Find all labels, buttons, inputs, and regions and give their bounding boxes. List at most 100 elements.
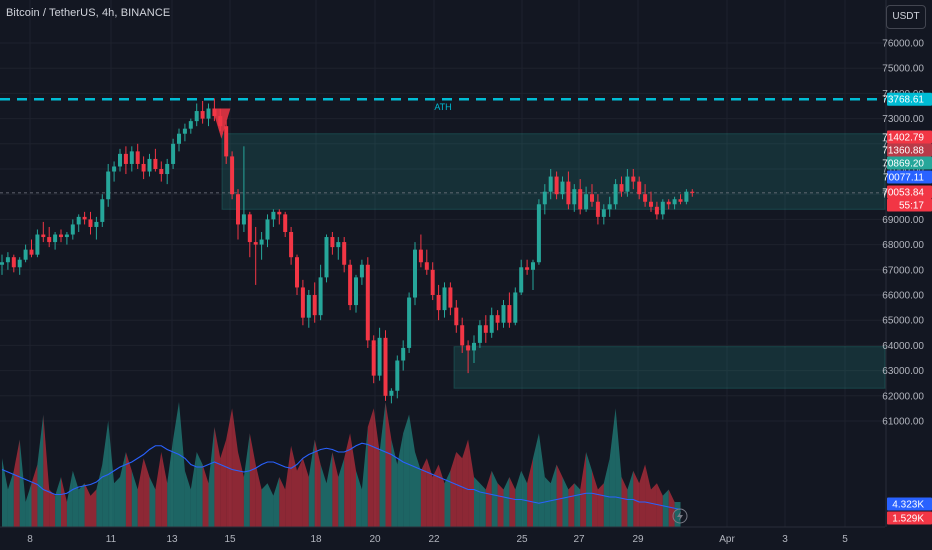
volume-area [226,408,233,527]
candle-body [684,191,689,202]
volume-area [662,489,669,527]
candle-body [224,126,229,157]
volume-area [468,439,474,527]
volume-area [444,470,451,527]
candle-body [625,176,630,192]
candle-body [17,259,22,268]
volume-area [179,402,185,527]
volume-area [397,433,404,527]
volume-area [450,452,457,527]
volume-label-text: 4.323K [892,500,924,511]
volume-area [367,408,374,527]
volume-area [580,452,587,527]
volume-area [149,477,156,527]
candle-body [613,184,618,205]
candle-body [495,315,500,323]
price-label-tag [887,130,932,144]
ath-label: ATH [434,102,451,112]
price-label-tag [887,143,932,157]
volume-area [326,452,333,527]
volume-area [13,439,20,527]
volume-area [320,464,327,527]
candle-body [0,262,4,265]
candle-body [300,287,305,318]
price-label-tag [887,156,932,170]
volume-area [556,464,563,527]
candle-body [342,242,347,265]
candle-body [241,214,246,225]
volume-area [196,452,203,527]
volume-area [350,433,356,527]
candle-body [88,219,93,227]
volume-area [43,414,50,527]
candle-body [112,166,117,172]
volume-area [485,470,492,527]
candle-body [472,342,476,351]
x-tick-label: 13 [166,534,178,545]
candle-body [548,176,553,192]
volume-area [491,470,498,527]
volume-area [586,452,592,527]
volume-area [161,452,168,527]
volume-area [615,408,622,527]
candle-body [82,216,87,220]
volume-area [633,470,640,527]
volume-area [37,414,44,527]
symbol-title[interactable]: Bitcoin / TetherUS, 4h, BINANCE [6,7,171,19]
x-tick-label: 5 [842,534,848,545]
y-tick-label: 64000.00 [882,341,924,352]
x-tick-label: 8 [27,534,33,545]
volume-area [167,439,174,527]
candle-body [330,237,335,248]
candle-body [182,128,187,134]
volume-area [96,464,103,527]
price-label-text: 73768.61 [882,95,924,106]
candle-body [53,234,58,243]
candle-body [483,325,488,333]
volume-area [202,464,209,527]
candle-body [289,232,294,258]
candle-body [236,194,240,225]
x-tick-label: 25 [516,534,528,545]
price-label-tag [887,198,932,212]
x-tick-label: 27 [573,534,585,545]
volume-area [538,433,545,527]
price-label-tag [887,185,932,199]
candle-body [525,267,530,270]
volume-area [373,408,380,527]
x-tick-label: 3 [782,534,788,545]
candle-body [460,325,465,346]
candle-body [418,249,423,263]
candle-body [377,337,382,376]
volume-area [391,439,398,527]
volume-area [49,489,56,527]
y-tick-label: 69000.00 [882,215,924,226]
candle-body [123,153,128,164]
volume-area [214,427,221,527]
supply-demand-zone [221,133,886,210]
candle-body [448,287,453,308]
sell-signal-marker [212,108,231,139]
price-label-text: 71402.79 [882,133,924,144]
candle-body [59,234,63,238]
candle-body [106,171,111,200]
candle-body [5,257,10,263]
volume-area [238,452,244,527]
candle-body [560,181,565,195]
candle-body [129,151,134,164]
candle-body [165,163,170,175]
candle-body [519,267,524,293]
volume-area [155,452,162,527]
volume-area [456,452,463,527]
volume-area [55,477,61,527]
volume-area [597,483,604,527]
volume-area [131,470,138,527]
volume-area [143,458,150,527]
candle-body [153,158,158,169]
currency-button[interactable]: USDT [886,5,926,29]
candle-body [159,169,164,175]
candle-body [401,347,406,361]
volume-area [279,477,286,527]
candle-body [513,292,518,323]
